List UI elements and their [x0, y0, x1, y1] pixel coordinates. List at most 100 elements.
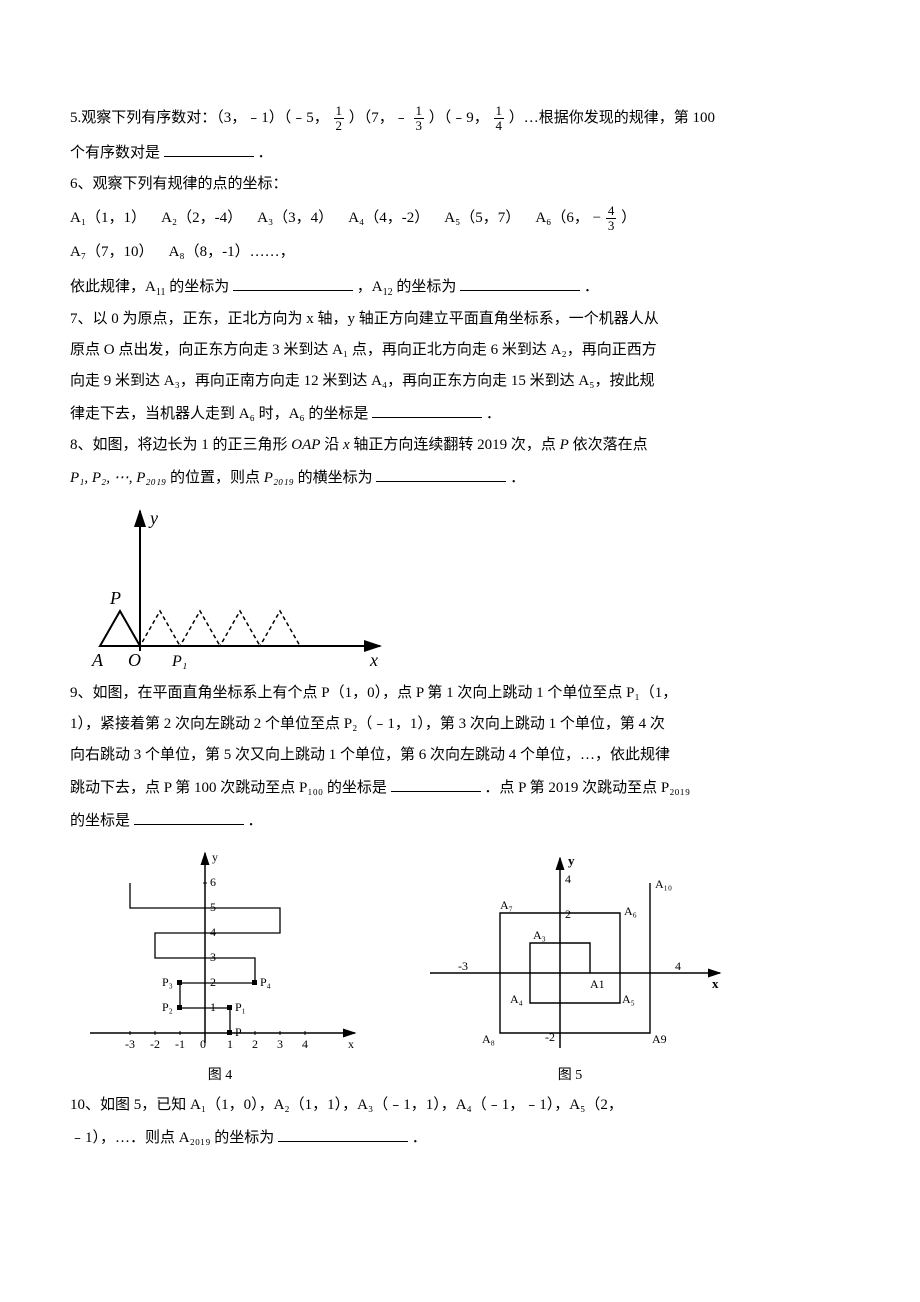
blank	[376, 463, 506, 482]
q5-prefix: 5.观察下列有序数对：（3，﹣1）（﹣5，	[70, 110, 329, 126]
svg-text:A₆: A₆	[624, 904, 637, 918]
blank	[164, 138, 254, 157]
q5-t2: ）（7，﹣	[349, 110, 409, 126]
q8-figure: y x P A O P₁	[70, 496, 400, 676]
t: 8、如图，将边长为 1 的正三角形	[70, 437, 291, 453]
svg-text:-2: -2	[150, 1037, 160, 1051]
q9-l4: 跳动下去，点 P 第 100 次跳动至点 P₁₀₀ 的坐标是 ．点 P 第 20…	[70, 773, 850, 802]
oap: OAP	[291, 437, 320, 453]
frac-4-3: 43	[606, 204, 617, 234]
t: 的坐标为	[393, 279, 457, 295]
frac-1-3: 13	[414, 104, 425, 134]
svg-text:O: O	[128, 650, 141, 670]
blank	[372, 399, 482, 418]
q8-l1: 8、如图，将边长为 1 的正三角形 OAP 沿 x 轴正方向连续翻转 2019 …	[70, 432, 850, 459]
t: 轴正方向连续翻转 2019 次，点	[350, 437, 560, 453]
q7-l3: 向走 9 米到达 A₃，再向正南方向走 12 米到达 A₄，再向正东方向走 15…	[70, 368, 850, 395]
q5-period: ．	[258, 145, 273, 161]
blank	[460, 272, 580, 291]
svg-text:5: 5	[210, 900, 216, 914]
q7-l2: 原点 O 点出发，向正东方向走 3 米到达 A₁ 点，再向正北方向走 6 米到达…	[70, 337, 850, 364]
seq2: P₂₀₁₉	[264, 470, 294, 486]
q5-t3: ）（﹣9，	[429, 110, 489, 126]
pt: A₃（3，4）	[257, 210, 333, 226]
fig5-caption: 图 5	[400, 1063, 740, 1088]
pt: A₈（8，-1）……，	[169, 244, 295, 260]
svg-text:6: 6	[210, 875, 216, 889]
pt: A₅（5，7）	[444, 210, 520, 226]
q5-l2: 个有序数对是	[70, 145, 160, 161]
frac-1-4: 14	[494, 104, 505, 134]
t: 跳动下去，点 P 第 100 次跳动至点 P₁₀₀ 的坐标是	[70, 780, 387, 796]
figures-4-5: -3-2-1 012 34 123 456	[70, 843, 850, 1088]
svg-text:P₁: P₁	[171, 653, 187, 670]
svg-text:A₈: A₈	[482, 1032, 495, 1046]
blank	[391, 773, 481, 792]
t: ．	[486, 406, 501, 422]
svg-text:0: 0	[200, 1037, 206, 1051]
svg-text:4: 4	[565, 872, 571, 886]
svg-text:y: y	[568, 853, 575, 868]
svg-text:2: 2	[565, 907, 571, 921]
svg-text:-2: -2	[545, 1030, 555, 1044]
q7-l4: 律走下去，当机器人走到 A₆ 时，A₆ 的坐标是 ．	[70, 399, 850, 428]
svg-text:A9: A9	[652, 1032, 667, 1046]
svg-text:3: 3	[277, 1037, 283, 1051]
t: ．	[584, 279, 599, 295]
t: ，A	[357, 279, 383, 295]
t: 依次落在点	[569, 437, 648, 453]
svg-text:x: x	[348, 1037, 354, 1051]
svg-text:P: P	[235, 1025, 242, 1039]
svg-text:4: 4	[302, 1037, 308, 1051]
blank	[278, 1123, 408, 1142]
fig4-caption: 图 4	[70, 1063, 370, 1088]
svg-text:-3: -3	[458, 959, 468, 973]
svg-text:A₄: A₄	[510, 992, 523, 1006]
svg-text:A₁₀: A₁₀	[655, 877, 672, 891]
t: 的坐标为	[165, 279, 229, 295]
svg-text:3: 3	[210, 950, 216, 964]
svg-text:A₃: A₃	[533, 928, 546, 942]
pt: A₂（2，-4）	[161, 210, 242, 226]
pt: A₁（1，1）	[70, 210, 146, 226]
svg-text:x: x	[369, 650, 378, 670]
t: ．	[412, 1130, 427, 1146]
blank	[134, 806, 244, 825]
t: ﹣1），…．则点 A₂₀₁₉ 的坐标为	[70, 1130, 274, 1146]
svg-text:y: y	[148, 508, 158, 528]
q5-line2: 个有序数对是 ．	[70, 138, 850, 167]
svg-text:1: 1	[227, 1037, 233, 1051]
t: 沿	[320, 437, 343, 453]
p: P	[560, 437, 569, 453]
q10-l2: ﹣1），…．则点 A₂₀₁₉ 的坐标为 ．	[70, 1123, 850, 1152]
t: ．	[510, 470, 525, 486]
svg-text:4: 4	[675, 959, 681, 973]
t: 律走下去，当机器人走到 A₆ 时，A₆ 的坐标是	[70, 406, 368, 422]
svg-text:4: 4	[210, 925, 216, 939]
svg-text:A₇: A₇	[500, 898, 513, 912]
q6-seq2: A₇（7，10） A₈（8，-1）……，	[70, 239, 850, 266]
q9-l3: 向右跳动 3 个单位，第 5 次又向上跳动 1 个单位，第 6 次向左跳动 4 …	[70, 742, 850, 769]
q7-l1: 7、以 0 为原点，正东，正北方向为 x 轴，y 轴正方向建立平面直角坐标系，一…	[70, 306, 850, 333]
t: 依此规律，A	[70, 279, 156, 295]
svg-text:P₁: P₁	[235, 1000, 246, 1014]
svg-text:2: 2	[252, 1037, 258, 1051]
svg-text:P₃: P₃	[162, 975, 173, 989]
fig5-svg: y x 4 2 -3 -2 4 A1 A₃ A₄ A₅ A₆ A₇ A₈ A9	[400, 843, 740, 1063]
t: ．	[248, 813, 263, 829]
q8-l2: P₁, P₂, ⋯, P₂₀₁₉ 的位置，则点 P₂₀₁₉ 的横坐标为 ．	[70, 463, 850, 492]
pt: A₄（4，-2）	[348, 210, 429, 226]
svg-text:-3: -3	[125, 1037, 135, 1051]
q6-head: 6、观察下列有规律的点的坐标：	[70, 171, 850, 198]
blank	[233, 272, 353, 291]
q9-l1: 9、如图，在平面直角坐标系上有个点 P（1，0），点 P 第 1 次向上跳动 1…	[70, 680, 850, 707]
t: 的坐标是	[70, 813, 130, 829]
q9-l2: 1），紧接着第 2 次向左跳动 2 个单位至点 P₂（﹣1，1），第 3 次向上…	[70, 711, 850, 738]
pt: A₆（6，	[535, 210, 589, 226]
svg-text:y: y	[212, 850, 218, 864]
q10-l1: 10、如图 5，已知 A₁（1，0），A₂（1，1），A₃（﹣1，1），A₄（﹣…	[70, 1092, 850, 1119]
svg-text:2: 2	[210, 975, 216, 989]
svg-text:P₂: P₂	[162, 1000, 173, 1014]
q6-seq1: A₁（1，1） A₂（2，-4） A₃（3，4） A₄（4，-2） A₅（5，7…	[70, 204, 850, 234]
q5-tail: ）…根据你发现的规律，第 100	[509, 110, 715, 126]
